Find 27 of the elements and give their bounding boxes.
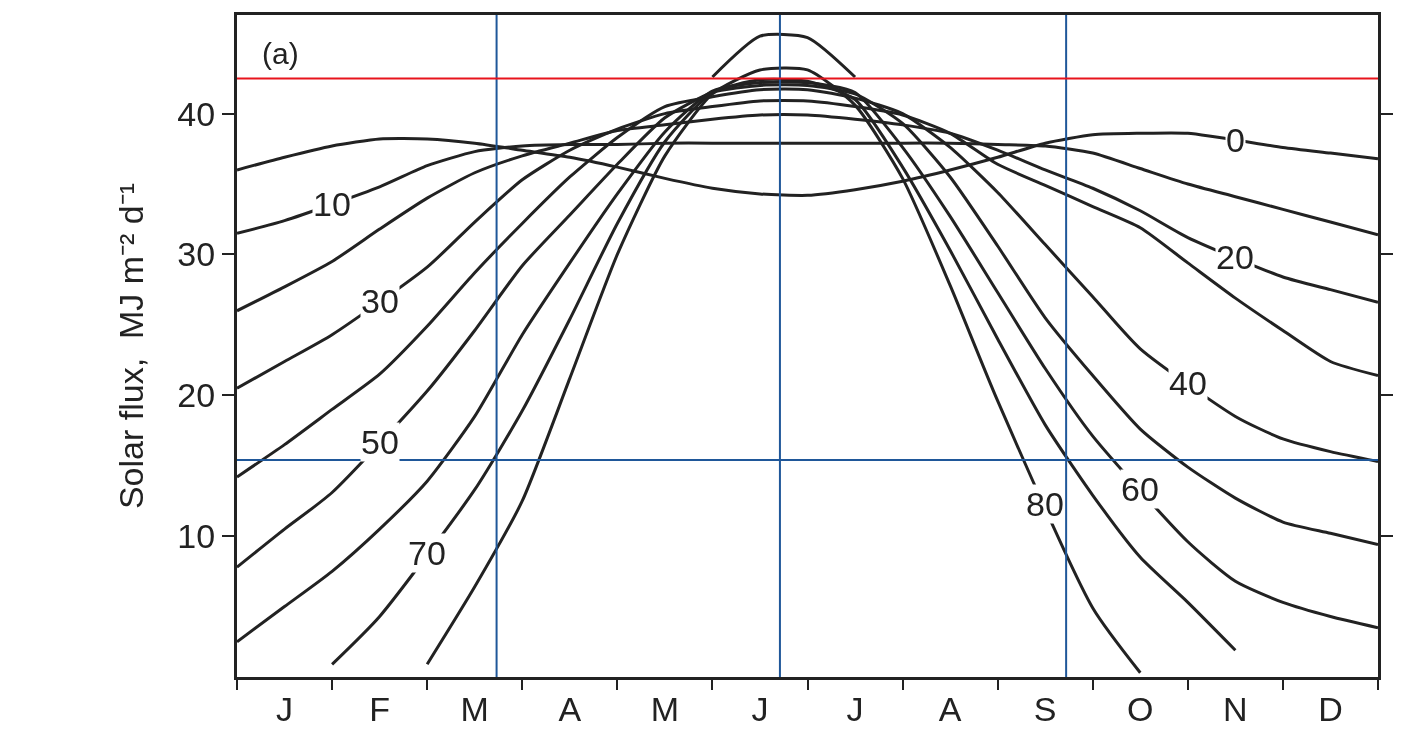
series-label: 10 — [313, 185, 351, 223]
series-label: 0 — [1226, 121, 1245, 159]
series-label: 20 — [1216, 238, 1254, 276]
x-tick-label: A — [558, 689, 582, 728]
x-tick-label: N — [1223, 689, 1248, 728]
y-tick-label: 20 — [177, 376, 216, 415]
x-tick-label: J — [846, 689, 864, 728]
series-label: 80 — [1026, 485, 1064, 523]
annotation: (a) — [262, 37, 299, 70]
series-label: 60 — [1121, 470, 1159, 508]
x-tick-label: M — [460, 689, 489, 728]
x-tick-label: F — [369, 689, 391, 728]
series-label: 30 — [361, 282, 399, 320]
x-tick-label: D — [1318, 689, 1343, 728]
series-label: 70 — [408, 534, 446, 572]
y-tick-label: 10 — [177, 517, 216, 556]
x-tick-label: M — [650, 689, 680, 728]
y-axis-title: Solar flux, MJ m⁻² d⁻¹ — [111, 182, 150, 510]
series-label: 40 — [1169, 364, 1207, 402]
x-tick-label: S — [1033, 689, 1057, 728]
y-tick-label: 30 — [177, 235, 216, 274]
x-tick-label: O — [1127, 689, 1154, 728]
x-tick-label: J — [276, 689, 294, 728]
x-tick-label: J — [751, 689, 769, 728]
y-tick-label: 40 — [177, 94, 216, 133]
x-tick-label: A — [938, 689, 962, 728]
series-label: 50 — [361, 423, 399, 461]
